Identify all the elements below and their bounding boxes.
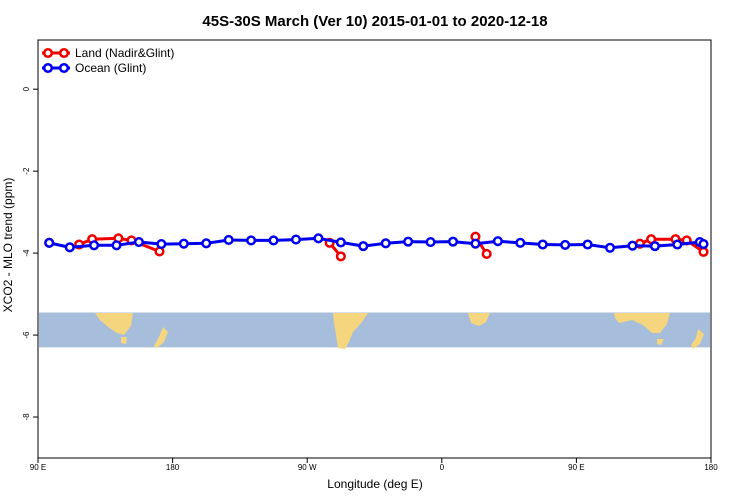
data-point [64, 242, 75, 253]
data-point [481, 248, 492, 259]
data-point [44, 237, 55, 248]
data-point [403, 236, 414, 247]
data-point [290, 234, 302, 245]
data-point [492, 236, 503, 247]
data-point [447, 236, 459, 247]
land-shape [95, 313, 133, 335]
y-tick-label: -2 [22, 167, 31, 175]
y-axis-label: XCO2 - MLO trend (ppm) [1, 178, 15, 313]
y-tick-label: -6 [22, 331, 31, 339]
series-layer [44, 231, 709, 262]
legend-label: Land (Nadir&Glint) [75, 46, 174, 60]
world-map-band [39, 312, 710, 349]
x-tick-label: 180 [166, 463, 180, 472]
x-tick-label: 180 [704, 463, 718, 472]
land-shape [154, 327, 168, 348]
y-tick-label: 0 [22, 86, 31, 91]
data-point [335, 237, 346, 248]
data-point [201, 238, 212, 249]
data-point [515, 237, 526, 248]
chart-title: 45S-30S March (Ver 10) 2015-01-01 to 202… [202, 13, 547, 30]
land-shape [657, 339, 664, 345]
data-point [672, 239, 683, 250]
legend-marker [58, 47, 70, 59]
data-point [649, 241, 660, 252]
data-point [698, 246, 709, 257]
legend-label: Ocean (Glint) [75, 61, 146, 75]
data-point [358, 241, 369, 252]
land-shape [333, 313, 368, 349]
land-shape [691, 329, 704, 349]
land-shape [614, 313, 670, 333]
x-tick-label: 0 [440, 463, 445, 472]
legend-marker [42, 62, 54, 74]
x-tick-label: 90 E [30, 463, 46, 472]
y-tick-label: -4 [22, 249, 31, 257]
data-point [178, 238, 189, 249]
data-point [313, 233, 324, 244]
data-point [223, 234, 234, 246]
y-tick-label: -8 [22, 413, 31, 421]
x-axis-label: Longitude (deg E) [327, 477, 422, 491]
data-point [470, 238, 481, 249]
x-tick-label: 90 E [568, 463, 584, 472]
data-point [89, 240, 100, 251]
data-point [380, 238, 391, 249]
data-point [605, 242, 616, 253]
land-shape [121, 337, 127, 344]
data-point [582, 239, 593, 250]
y-axis: 0 -2 -4 -6 -8 [22, 86, 38, 421]
data-point [560, 239, 571, 250]
data-point [698, 239, 709, 250]
data-point [627, 240, 638, 251]
legend-marker [42, 47, 54, 59]
legend-marker [58, 62, 70, 74]
data-point [268, 235, 279, 246]
legend: Land (Nadir&Glint)Ocean (Glint) [42, 46, 174, 75]
data-point [537, 239, 548, 250]
plot-frame [37, 39, 712, 459]
ocean-band [39, 312, 710, 348]
data-point [156, 239, 167, 250]
x-axis: 90 E 180 90 W 0 90 E 180 [30, 458, 718, 472]
data-point [133, 236, 144, 248]
data-point [111, 240, 122, 251]
series-ocean [44, 233, 709, 253]
data-point [335, 251, 346, 262]
data-point [246, 235, 257, 246]
data-point [425, 236, 436, 248]
x-tick-label: 90 W [298, 463, 317, 472]
land-shape [468, 313, 490, 326]
